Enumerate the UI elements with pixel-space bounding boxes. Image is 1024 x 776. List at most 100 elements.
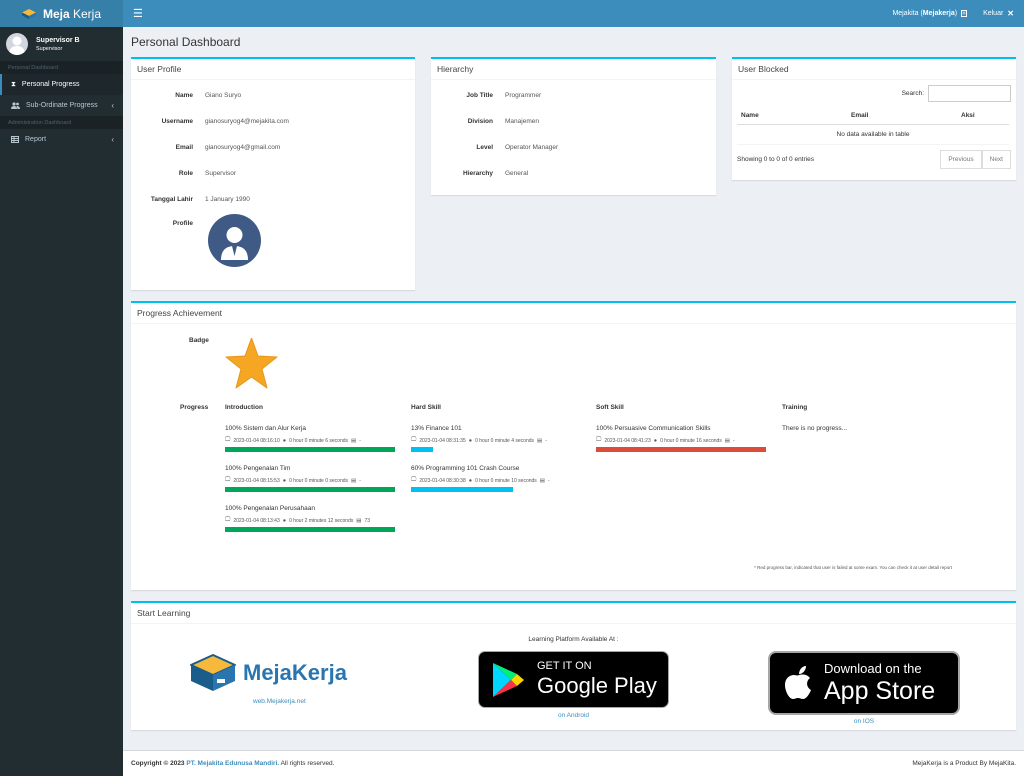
hierarchy-field: Hierarchy General (431, 160, 716, 186)
previous-page-button[interactable]: Previous (940, 150, 982, 169)
field-value: 1 January 1990 (205, 195, 250, 203)
progress-duration: 0 hour 0 minute 0 seconds (289, 477, 349, 484)
field-label: Level (476, 143, 493, 151)
file-icon: ▤ (537, 437, 543, 444)
building-icon (961, 10, 968, 17)
user-blocked-box: User Blocked Search: Name Email Aksi No … (732, 57, 1016, 180)
file-icon: ▤ (356, 517, 362, 524)
progress-item[interactable]: 100% Pengenalan Perusahaan 🖵 2023-01-04 0… (225, 505, 395, 532)
progress-date: 2023-01-04 08:16:10 (233, 437, 280, 444)
chevron-left-icon: ‹ (111, 101, 114, 110)
progress-bar-fill (225, 527, 395, 532)
sidebar-user-role: Supervisor (36, 45, 63, 52)
box-title: User Blocked (732, 59, 1016, 80)
app-store-button[interactable]: Download on the App Store (768, 651, 960, 715)
progress-item-title: 100% Persuasive Communication Skills (596, 425, 711, 432)
clock-icon: ● (282, 517, 287, 524)
clock-icon: ● (468, 477, 473, 484)
progress-bar (225, 527, 395, 532)
profile-field: Username gianosuryog4@mejakita.com (131, 108, 415, 134)
field-label: Role (178, 169, 193, 177)
box-title: User Profile (131, 59, 415, 80)
hierarchy-field: Level Operator Manager (431, 134, 716, 160)
progress-date: 2023-01-04 08:41:23 (604, 437, 651, 444)
progress-duration: 0 hour 0 minute 10 seconds (475, 477, 537, 484)
progress-score: - (733, 437, 735, 444)
progress-bar (411, 447, 581, 452)
progress-bar-fill (225, 487, 395, 492)
column-header-email[interactable]: Email (847, 107, 957, 125)
progress-duration: 0 hour 2 minutes 12 seconds (289, 517, 354, 524)
blocked-users-table: Name Email Aksi No data available in tab… (737, 107, 1009, 145)
sidebar-item-report[interactable]: Report ‹ (0, 129, 123, 150)
ios-caption[interactable]: on IOS (853, 718, 875, 725)
field-value: Giano Suryo (205, 91, 242, 99)
apple-icon (785, 666, 811, 699)
clock-icon: ● (282, 477, 287, 484)
account-suffix: ) (954, 10, 958, 17)
google-play-button[interactable]: GET IT ON Google Play (478, 651, 669, 708)
monitor-icon: 🖵 (596, 437, 602, 443)
column-heading-introduction: Introduction (225, 404, 263, 411)
sidebar-item-sub-ordinate-progress[interactable]: Sub-Ordinate Progress ‹ (0, 95, 123, 116)
copyright-suffix: All rights reserved. (279, 760, 335, 767)
progress-item[interactable]: 13% Finance 101 🖵 2023-01-04 08:31:35 ● 0 … (411, 425, 581, 452)
progress-item-title: 60% Programming 101 Crash Course (411, 465, 520, 472)
monitor-icon: 🖵 (225, 477, 231, 483)
field-value: Programmer (505, 91, 542, 99)
sidebar: Supervisor B Supervisor Personal Dashboa… (0, 27, 123, 776)
progress-item[interactable]: 100% Pengenalan Tim 🖵 2023-01-04 08:15:53… (225, 465, 395, 492)
table-info: Showing 0 to 0 of 0 entries (737, 156, 814, 163)
progress-bar-fill (411, 447, 434, 452)
sidebar-user-name: Supervisor B (36, 36, 80, 44)
sidebar-item-personal-progress[interactable]: ⧗ Personal Progress (0, 74, 123, 95)
android-caption[interactable]: on Android (557, 712, 590, 719)
field-value: General (505, 169, 529, 177)
profile-field: Tanggal Lahir 1 January 1990 (131, 186, 415, 212)
field-label: Hierarchy (463, 169, 493, 177)
account-menu[interactable]: Mejakita (Mejakerja) (892, 10, 968, 17)
progress-bar (411, 487, 581, 492)
user-icon (9, 36, 25, 55)
progress-item-title: 100% Pengenalan Perusahaan (225, 505, 315, 512)
start-learning-box: Start Learning Learning Platform Availab… (131, 601, 1016, 730)
table-row: No data available in table (737, 124, 1009, 145)
search-input[interactable] (928, 85, 1011, 102)
column-header-name[interactable]: Name (737, 107, 847, 125)
profile-label: Profile (172, 220, 193, 227)
profile-field: Name Giano Suryo (131, 82, 415, 108)
sidebar-toggle-icon[interactable]: ☰ (133, 8, 143, 20)
hierarchy-field: Division Manajemen (431, 108, 716, 134)
web-link[interactable]: web.Mejakerja.net (253, 698, 306, 705)
copyright: Copyright © 2023 PT. Mejakita Edunusa Ma… (131, 760, 334, 767)
navbar: ☰ Mejakita (Mejakerja) Keluar ✕ (123, 0, 1024, 27)
chevron-left-icon: ‹ (111, 135, 114, 144)
progress-item[interactable]: 60% Programming 101 Crash Course 🖵 2023-0… (411, 465, 581, 492)
box-title: Start Learning (131, 603, 1016, 624)
hierarchy-field: Job Title Programmer (431, 82, 716, 108)
user-profile-box: User Profile Name Giano Suryo Username gia… (131, 57, 415, 290)
field-label: Tanggal Lahir (150, 195, 193, 203)
progress-score: - (545, 437, 547, 444)
mejakerja-web-logo[interactable]: MejaKerja (189, 653, 347, 693)
field-label: Name (175, 91, 193, 99)
company-link[interactable]: PT. Mejakita Edunusa Mandiri. (186, 760, 280, 767)
progress-item[interactable]: 100% Persuasive Communication Skills 🖵 20… (596, 425, 766, 452)
app-logo[interactable]: Meja Kerja (0, 0, 123, 27)
progress-bar (596, 447, 766, 452)
progress-score: 73 (364, 517, 371, 524)
logout-button[interactable]: Keluar ✕ (983, 9, 1014, 18)
progress-score: - (359, 477, 361, 484)
platform-available-text: Learning Platform Available At : (528, 636, 619, 643)
star-badge-icon (225, 338, 278, 389)
file-icon: ▤ (351, 477, 357, 484)
progress-item[interactable]: 100% Sistem dan Alur Kerja 🖵 2023-01-04 0… (225, 425, 395, 452)
mejakerja-logo-icon (190, 654, 236, 691)
google-play-small-text: GET IT ON (537, 660, 592, 672)
progress-item-title: 13% Finance 101 (411, 425, 462, 432)
column-header-aksi[interactable]: Aksi (957, 107, 1009, 125)
users-icon (11, 102, 20, 109)
profile-avatar (208, 214, 261, 267)
clock-icon: ● (282, 437, 287, 444)
next-page-button[interactable]: Next (981, 150, 1011, 169)
